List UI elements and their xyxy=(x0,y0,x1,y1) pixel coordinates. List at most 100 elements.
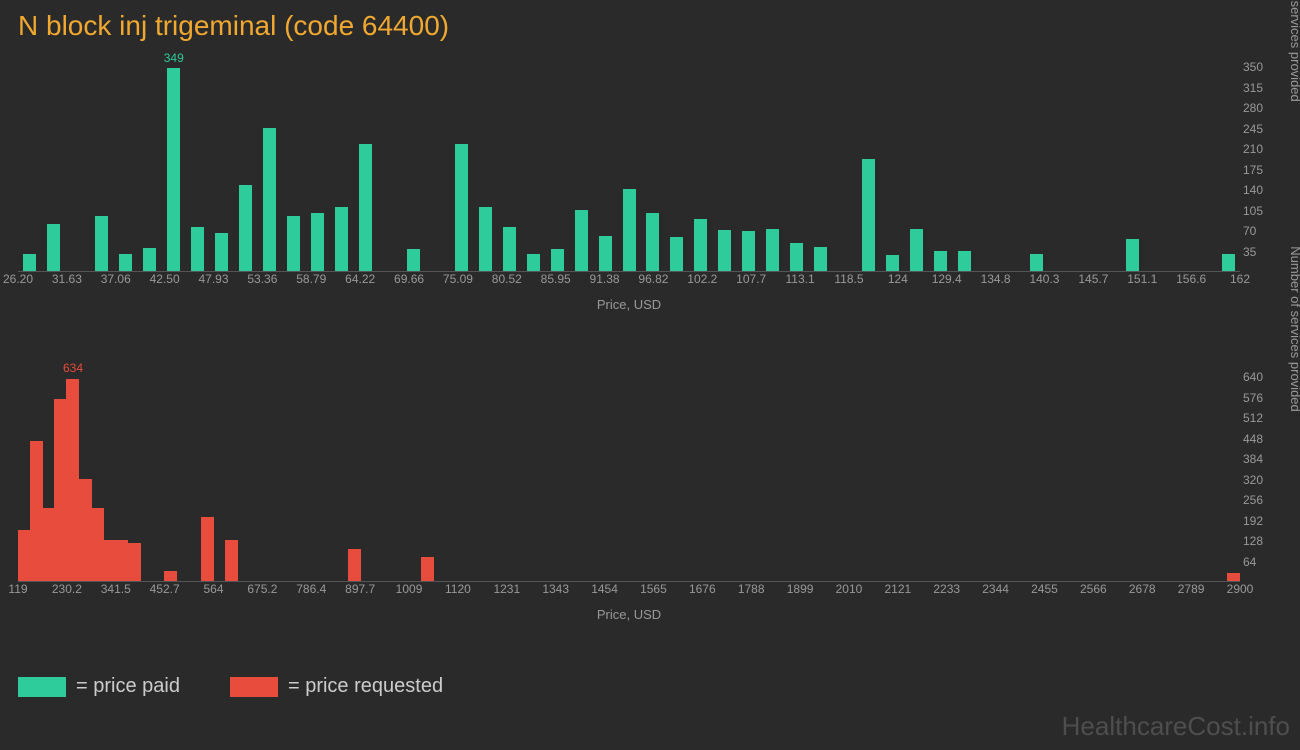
chart-bottom-xlabel: Price, USD xyxy=(597,607,661,622)
chart-bar xyxy=(225,540,238,581)
legend-swatch-green xyxy=(18,677,66,697)
legend-item-requested: = price requested xyxy=(230,675,443,698)
x-tick: 151.1 xyxy=(1127,272,1157,286)
chart-bar xyxy=(455,144,468,271)
x-tick: 145.7 xyxy=(1078,272,1108,286)
chart-bar xyxy=(766,229,779,271)
chart-bar xyxy=(119,254,132,271)
x-tick: 47.93 xyxy=(199,272,229,286)
y-tick: 384 xyxy=(1243,452,1263,466)
x-tick: 96.82 xyxy=(638,272,668,286)
legend-label-requested: = price requested xyxy=(288,675,443,698)
x-tick: 31.63 xyxy=(52,272,82,286)
chart-bar xyxy=(54,399,67,581)
x-tick: 69.66 xyxy=(394,272,424,286)
chart-bar xyxy=(128,543,141,581)
legend: = price paid = price requested xyxy=(0,667,1300,698)
y-tick: 140 xyxy=(1243,183,1263,197)
x-tick: 124 xyxy=(888,272,908,286)
y-tick: 175 xyxy=(1243,163,1263,177)
chart-bar xyxy=(30,441,43,581)
x-tick: 140.3 xyxy=(1029,272,1059,286)
x-tick: 675.2 xyxy=(247,582,277,596)
x-tick: 80.52 xyxy=(492,272,522,286)
x-tick: 1454 xyxy=(591,582,618,596)
chart-bar xyxy=(527,254,540,271)
chart-top-xlabel: Price, USD xyxy=(597,297,661,312)
y-tick: 210 xyxy=(1243,142,1263,156)
peak-label: 349 xyxy=(164,51,184,65)
chart-bar xyxy=(1030,254,1043,271)
x-tick: 113.1 xyxy=(786,272,815,286)
x-tick: 2455 xyxy=(1031,582,1058,596)
chart-bottom-xaxis: 119230.2341.5452.7564675.2786.4897.71009… xyxy=(18,582,1240,602)
chart-bottom-plot: 634 xyxy=(18,377,1240,582)
chart-bar xyxy=(646,213,659,271)
y-tick: 350 xyxy=(1243,60,1263,74)
y-tick: 192 xyxy=(1243,514,1263,528)
chart-bar xyxy=(718,230,731,271)
x-tick: 897.7 xyxy=(345,582,375,596)
y-tick: 128 xyxy=(1243,534,1263,548)
x-tick: 564 xyxy=(204,582,224,596)
chart-bar xyxy=(348,549,361,581)
chart-bar xyxy=(95,216,108,271)
x-tick: 162 xyxy=(1230,272,1250,286)
chart-bar xyxy=(239,185,252,271)
chart-bar xyxy=(503,227,516,271)
x-tick: 1565 xyxy=(640,582,667,596)
y-tick: 105 xyxy=(1243,204,1263,218)
chart-bar xyxy=(670,237,683,271)
chart-bar xyxy=(623,189,636,271)
x-tick: 156.6 xyxy=(1176,272,1206,286)
chart-bottom-ylabel: Number of services provided xyxy=(1288,246,1300,411)
x-tick: 1788 xyxy=(738,582,765,596)
chart-price-requested: 634 119230.2341.5452.7564675.2786.4897.7… xyxy=(18,357,1240,617)
chart-bar xyxy=(934,251,947,271)
chart-bar xyxy=(91,508,104,581)
chart-bar xyxy=(1222,254,1235,271)
chart-bar xyxy=(742,231,755,271)
x-tick: 2233 xyxy=(933,582,960,596)
chart-bar xyxy=(790,243,803,271)
chart-bar xyxy=(164,571,177,581)
chart-bottom-yaxis: 64128192256320384448512576640 xyxy=(1243,377,1288,582)
x-tick: 2344 xyxy=(982,582,1009,596)
x-tick: 341.5 xyxy=(101,582,131,596)
chart-bar xyxy=(115,540,128,581)
legend-label-paid: = price paid xyxy=(76,675,180,698)
x-tick: 91.38 xyxy=(590,272,620,286)
x-tick: 42.50 xyxy=(150,272,180,286)
chart-bar xyxy=(103,540,116,581)
y-tick: 64 xyxy=(1243,555,1256,569)
x-tick: 230.2 xyxy=(52,582,82,596)
y-tick: 576 xyxy=(1243,391,1263,405)
x-tick: 118.5 xyxy=(834,272,863,286)
y-tick: 35 xyxy=(1243,245,1256,259)
chart-bar xyxy=(407,249,420,271)
y-tick: 320 xyxy=(1243,473,1263,487)
chart-bar xyxy=(23,254,36,271)
x-tick: 64.22 xyxy=(345,272,375,286)
x-tick: 2121 xyxy=(884,582,911,596)
chart-bar xyxy=(47,224,60,271)
chart-bar xyxy=(143,248,156,271)
chart-bar xyxy=(42,508,55,581)
chart-bar xyxy=(263,128,276,271)
y-tick: 640 xyxy=(1243,370,1263,384)
x-tick: 129.4 xyxy=(932,272,962,286)
x-tick: 2566 xyxy=(1080,582,1107,596)
chart-bar xyxy=(66,379,79,581)
chart-bar xyxy=(886,255,899,271)
x-tick: 2789 xyxy=(1178,582,1205,596)
y-tick: 448 xyxy=(1243,432,1263,446)
chart-bar xyxy=(694,219,707,271)
x-tick: 102.2 xyxy=(687,272,717,286)
chart-top-plot: 349 xyxy=(18,67,1240,272)
chart-top-yaxis: 3570105140175210245280315350 xyxy=(1243,67,1288,272)
x-tick: 85.95 xyxy=(541,272,571,286)
x-tick: 26.20 xyxy=(3,272,33,286)
y-tick: 315 xyxy=(1243,81,1263,95)
chart-bar xyxy=(191,227,204,271)
chart-bar xyxy=(479,207,492,271)
